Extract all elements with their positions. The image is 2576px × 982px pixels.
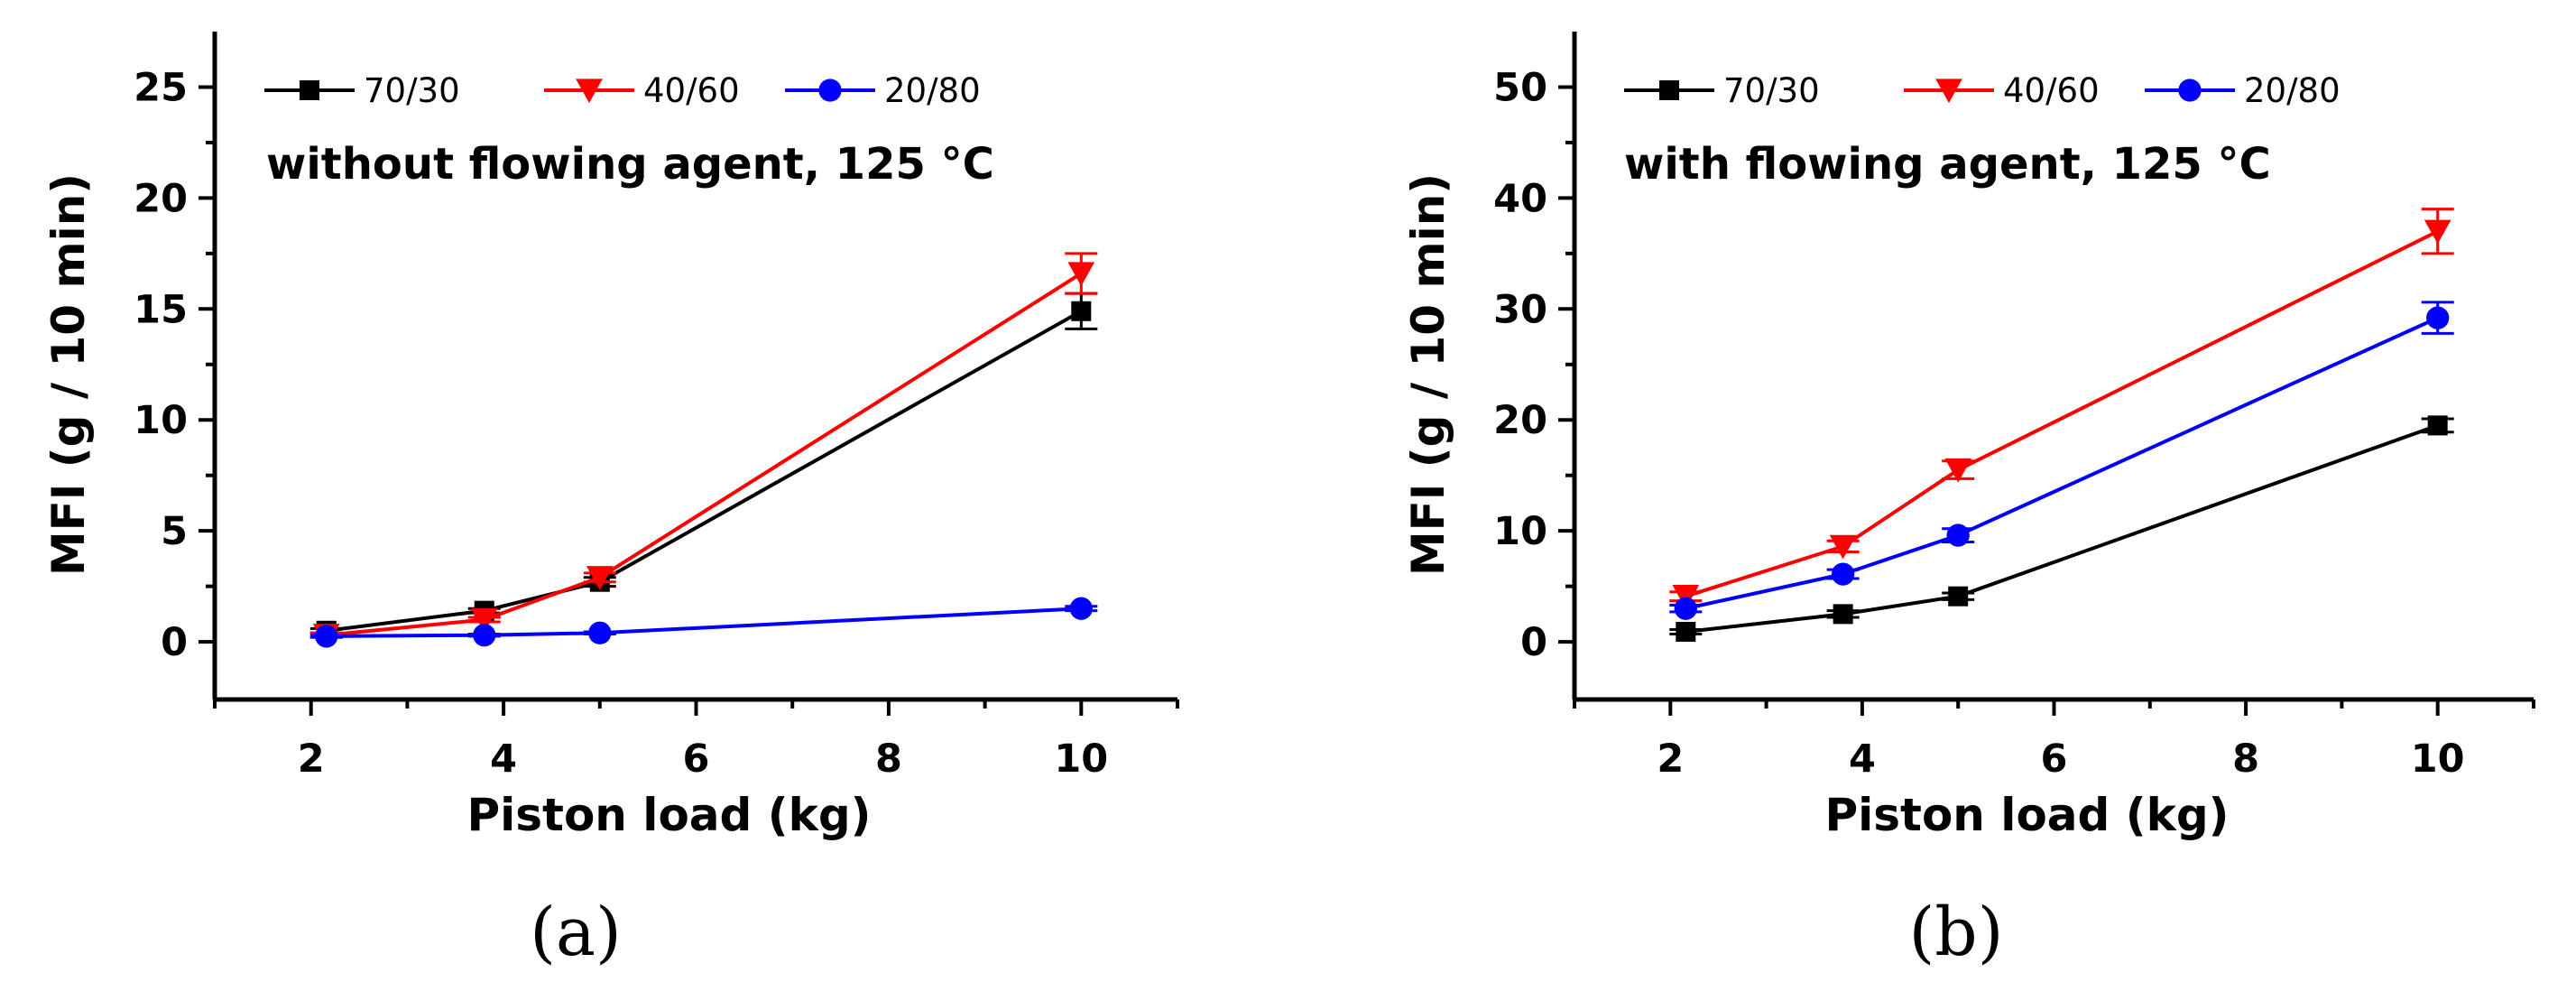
series-line-40-60: [1685, 229, 2439, 598]
legend-marker: [818, 79, 842, 102]
x-tick-label: 8: [2232, 736, 2259, 782]
series-line-70-30: [326, 310, 1083, 633]
y-tick-label: 15: [134, 287, 188, 332]
x-tick-label: 6: [2041, 736, 2068, 782]
series-line-20-80: [1685, 316, 2439, 611]
data-point: [1676, 622, 1696, 643]
data-point: [2424, 219, 2451, 245]
data-point: [1833, 604, 1853, 625]
legend-label: 20/80: [884, 71, 981, 110]
y-tick-label: 5: [161, 509, 188, 554]
legend-label: 70/30: [364, 71, 460, 110]
panel-caption: (b): [1908, 894, 2003, 971]
data-point: [1674, 597, 1697, 620]
legend-marker: [1659, 80, 1679, 100]
legend-label: 40/60: [2003, 71, 2100, 110]
data-point: [315, 625, 338, 648]
series-line-70-30: [1685, 423, 2439, 635]
x-axis-title: Piston load (kg): [1825, 789, 2230, 841]
x-tick-label: 2: [298, 736, 325, 782]
data-point: [588, 621, 612, 644]
data-point: [1946, 523, 1970, 547]
x-tick-label: 10: [2411, 736, 2465, 782]
x-tick-label: 4: [1849, 736, 1876, 782]
data-point: [1944, 458, 1972, 483]
chart-annotation: without flowing agent, 125 °C: [266, 139, 994, 190]
y-tick-label: 10: [134, 398, 188, 443]
legend-label: 40/60: [643, 71, 740, 110]
series-line-40-60: [326, 272, 1083, 637]
x-tick-label: 2: [1657, 736, 1684, 782]
panel-caption: (a): [530, 894, 622, 971]
y-tick-label: 20: [1493, 398, 1547, 443]
legend-label: 70/30: [1723, 71, 1820, 110]
data-point: [1067, 262, 1095, 287]
x-tick-label: 4: [490, 736, 517, 782]
y-tick-label: 20: [134, 176, 188, 221]
data-point: [1948, 586, 1969, 607]
legend-marker: [1935, 79, 1962, 104]
y-tick-label: 25: [134, 65, 188, 110]
data-point: [586, 566, 614, 590]
data-point: [470, 607, 498, 633]
y-tick-label: 40: [1493, 176, 1547, 221]
data-point: [2427, 415, 2448, 436]
chart-annotation: with flowing agent, 125 °C: [1624, 139, 2271, 190]
data-point: [1672, 585, 1700, 609]
x-tick-label: 6: [683, 736, 710, 782]
x-tick-label: 10: [1054, 736, 1108, 782]
y-tick-label: 0: [1520, 620, 1547, 665]
panel-b: 2 4 6 8 10 0 10 20 30 40 50 Piston load (kg) MFI (g …: [1402, 32, 2535, 971]
x-axis-title: Piston load (kg): [467, 789, 872, 841]
data-point: [1069, 597, 1093, 620]
data-point: [2426, 306, 2450, 329]
y-tick-label: 50: [1493, 65, 1547, 110]
series-line-20-80: [326, 607, 1082, 638]
data-point: [1831, 562, 1855, 586]
data-point: [473, 624, 496, 647]
data-point: [1071, 301, 1092, 321]
legend-marker: [300, 80, 319, 100]
legend-marker: [2178, 79, 2202, 102]
y-tick-label: 10: [1493, 509, 1547, 554]
y-axis-title: MFI (g / 10 min): [1402, 173, 1454, 576]
x-tick-label: 8: [875, 736, 902, 782]
legend-label: 20/80: [2244, 71, 2341, 110]
data-point: [1829, 534, 1857, 560]
y-tick-label: 0: [161, 620, 188, 665]
panel-a: 2 4 6 8 10 0 5 10 15 20 25 Piston load (kg) MFI (g /…: [42, 32, 1179, 971]
legend-marker: [576, 79, 603, 104]
y-axis-title: MFI (g / 10 min): [42, 173, 95, 576]
y-tick-label: 30: [1493, 287, 1547, 332]
